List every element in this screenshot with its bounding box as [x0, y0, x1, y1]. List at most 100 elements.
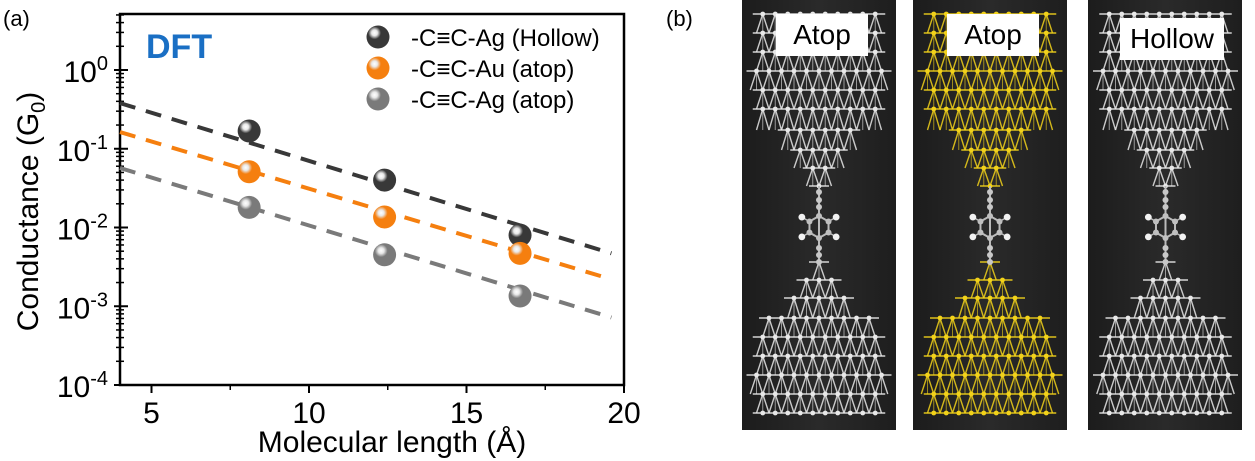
- lattice-bond: [1045, 108, 1054, 131]
- lattice-bond: [1146, 317, 1154, 338]
- lattice-bond: [780, 393, 789, 414]
- metal-atom: [797, 147, 803, 153]
- lattice-bond: [983, 70, 991, 91]
- lattice-bond: [830, 355, 839, 376]
- conductance-chart: 10-4 10-3 10-2 10-1 100 5 10 15 20 Molecular leng…: [12, 12, 641, 459]
- lattice-bond: [1158, 393, 1167, 414]
- metal-atom: [950, 315, 955, 321]
- metal-atom: [841, 68, 847, 74]
- metal-atom: [1037, 315, 1043, 321]
- lattice-bond: [830, 89, 839, 110]
- lattice-bond: [1001, 374, 1010, 395]
- metal-atom: [1006, 127, 1012, 133]
- lattice-bond: [1171, 317, 1179, 338]
- lattice-bond: [755, 89, 764, 110]
- lattice-bond: [1177, 149, 1185, 169]
- lattice-bond: [1033, 108, 1041, 131]
- metal-atom: [785, 410, 791, 416]
- lattice-bond: [755, 393, 764, 414]
- metal-atom: [981, 127, 987, 133]
- lattice-bond: [995, 149, 1004, 169]
- data-point: [373, 205, 397, 229]
- lattice-bond: [749, 70, 758, 91]
- lattice-bond: [830, 317, 839, 338]
- lattice-bond: [762, 336, 770, 357]
- lattice-bond: [1164, 279, 1173, 299]
- data-point: [508, 284, 532, 308]
- lattice-bond: [926, 70, 935, 91]
- lattice-bond: [843, 355, 851, 376]
- metal-atom: [1131, 353, 1137, 359]
- lattice-bond: [1127, 108, 1135, 131]
- lattice-bond: [939, 13, 947, 34]
- lattice-bond: [787, 108, 795, 131]
- lattice-bond: [964, 70, 972, 91]
- metal-atom: [950, 68, 955, 74]
- lattice-bond: [933, 13, 941, 34]
- lattice-bond: [1183, 336, 1192, 357]
- lattice-bond: [1121, 70, 1129, 91]
- lattice-bond: [1171, 336, 1179, 357]
- lattice-bond: [818, 261, 826, 281]
- metal-atom: [1025, 315, 1030, 321]
- lattice-bond: [1146, 70, 1154, 91]
- lattice-bond: [1033, 89, 1041, 110]
- metal-atom: [860, 106, 866, 112]
- hydrogen-atom: [832, 233, 840, 241]
- metal-atom: [841, 295, 847, 301]
- lattice-bond: [933, 374, 941, 395]
- metal-atom: [1131, 334, 1137, 340]
- metal-atom: [1006, 391, 1012, 397]
- lattice-bond: [1001, 70, 1010, 91]
- lattice-bond: [958, 393, 966, 414]
- metal-atom: [872, 353, 878, 359]
- metal-atom: [1131, 391, 1137, 397]
- lattice-bond: [1158, 129, 1167, 151]
- lattice-bond: [868, 89, 876, 110]
- lattice-bond: [1001, 108, 1010, 131]
- metal-atom: [1194, 353, 1200, 359]
- lattice-bond: [1152, 279, 1160, 299]
- lattice-bond: [1045, 32, 1054, 53]
- lattice-bond: [1045, 355, 1054, 376]
- y-tick-label: 10-4: [57, 368, 108, 404]
- metal-atom: [975, 68, 980, 74]
- metal-atom: [1169, 11, 1175, 17]
- metal-atom: [987, 372, 993, 378]
- lattice-bond: [830, 336, 839, 357]
- lattice-bond: [1127, 70, 1135, 91]
- lattice-bond: [1177, 279, 1185, 299]
- lattice-bond: [793, 70, 801, 91]
- lattice-bond: [862, 317, 870, 338]
- lattice-bond: [1020, 89, 1029, 110]
- metal-atom: [968, 87, 974, 93]
- metal-atom: [1188, 295, 1193, 301]
- metal-atom: [1163, 68, 1168, 74]
- metal-atom: [1169, 165, 1175, 171]
- metal-atom: [1175, 372, 1181, 378]
- lattice-bond: [787, 393, 795, 414]
- lattice-bond: [989, 108, 997, 131]
- lattice-bond: [812, 261, 820, 281]
- lattice-bond: [1146, 374, 1154, 395]
- lattice-bond: [989, 70, 997, 91]
- metal-atom: [1181, 147, 1187, 153]
- lattice-bond: [1033, 70, 1041, 91]
- metal-atom: [1131, 127, 1137, 133]
- metal-atom: [1144, 353, 1150, 359]
- metal-atom: [1106, 11, 1112, 17]
- metal-atom: [779, 372, 784, 378]
- metal-atom: [956, 87, 962, 93]
- lattice-bond: [995, 297, 1004, 319]
- metal-atom: [968, 334, 974, 340]
- lattice-bond: [970, 317, 979, 338]
- lattice-bond: [983, 129, 991, 151]
- metal-atom: [1156, 334, 1162, 340]
- metal-atom: [1163, 372, 1168, 378]
- metal-atom: [1043, 11, 1049, 17]
- lattice-bond: [1146, 336, 1154, 357]
- metal-atom: [1113, 315, 1118, 321]
- lattice-bond: [1202, 70, 1210, 91]
- lattice-bond: [1026, 317, 1035, 338]
- metal-atom: [993, 353, 999, 359]
